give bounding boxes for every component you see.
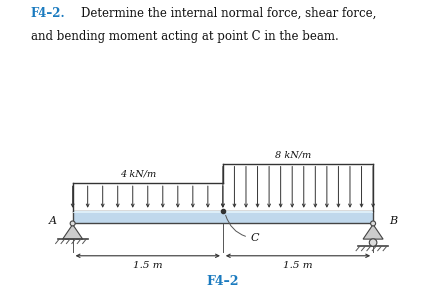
Circle shape [369,239,377,246]
Text: and bending moment acting at point C in the beam.: and bending moment acting at point C in … [31,30,338,43]
Text: Determine the internal normal force, shear force,: Determine the internal normal force, she… [81,7,376,20]
Text: F4–2.: F4–2. [31,7,65,20]
Circle shape [70,221,75,226]
Polygon shape [62,224,83,239]
Text: 1.5 m: 1.5 m [283,261,313,270]
Polygon shape [363,224,383,239]
Circle shape [371,221,375,226]
Text: A: A [49,216,57,226]
Bar [73,211,373,224]
Text: F4–2: F4–2 [207,276,239,287]
Bar [73,211,373,213]
Text: 1.5 m: 1.5 m [133,261,163,270]
Text: C: C [225,215,260,243]
Text: 8 kN/m: 8 kN/m [275,151,311,160]
Text: 4 kN/m: 4 kN/m [120,169,156,178]
Text: B: B [389,216,397,226]
